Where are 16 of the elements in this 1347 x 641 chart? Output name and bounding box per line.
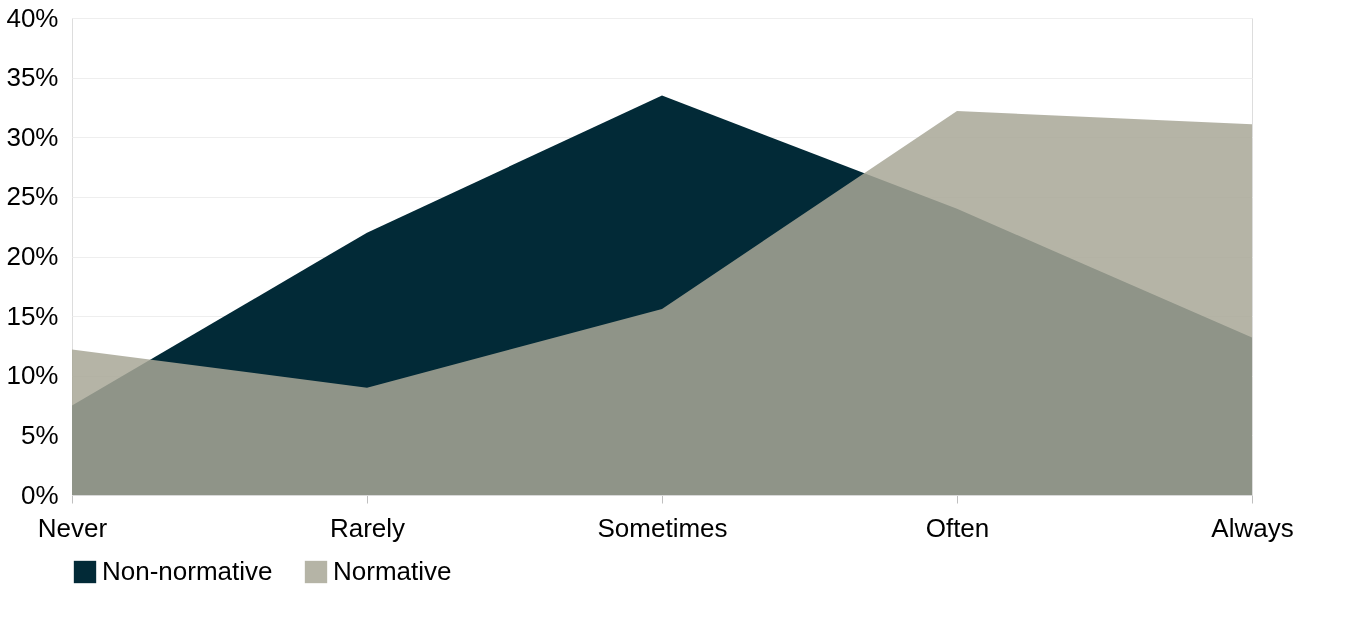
y-tick-label: 15%: [6, 300, 59, 331]
legend-label: Non-normative: [102, 556, 273, 586]
y-tick-label: 30%: [6, 121, 59, 152]
y-tick-label: 40%: [6, 2, 59, 33]
y-tick-label: 10%: [6, 360, 59, 391]
x-tick-label: Always: [1211, 512, 1294, 543]
legend-label: Normative: [333, 556, 452, 586]
x-tick-label: Never: [37, 512, 108, 543]
y-tick-label: 25%: [6, 181, 59, 212]
y-tick-label: 5%: [20, 419, 59, 450]
y-tick-label: 0%: [20, 479, 59, 510]
y-tick-label: 20%: [6, 241, 59, 271]
x-tick-label: Rarely: [329, 512, 406, 543]
x-tick-label: Sometimes: [597, 512, 728, 543]
x-tick-label: Often: [925, 512, 990, 543]
y-tick-label: 35%: [6, 62, 59, 93]
